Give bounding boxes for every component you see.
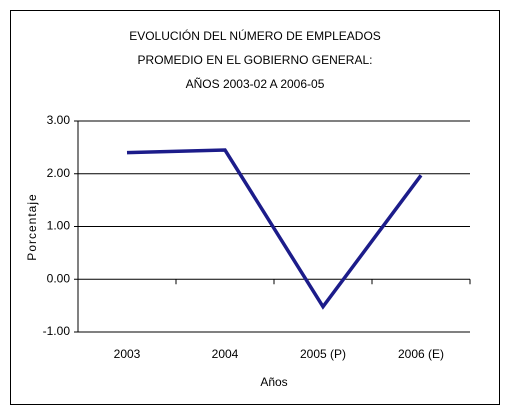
y-tick-label: 2.00: [47, 166, 71, 180]
chart-title: PROMEDIO EN EL GOBIERNO GENERAL:: [138, 53, 373, 67]
x-tick-label: 2005 (P): [300, 347, 346, 361]
chart-title: AÑOS 2003-02 A 2006-05: [186, 77, 325, 91]
x-tick-label: 2003: [114, 347, 141, 361]
x-tick-label: 2006 (E): [398, 347, 444, 361]
chart-border: [10, 10, 500, 405]
y-tick-label: 0.00: [47, 271, 71, 285]
y-tick-label: 1.00: [47, 219, 71, 233]
x-axis-label: Años: [260, 375, 287, 389]
chart-title: EVOLUCIÓN DEL NÚMERO DE EMPLEADOS: [129, 28, 381, 43]
y-tick-label: -1.00: [43, 324, 71, 338]
y-axis-label: Porcentaje: [25, 193, 39, 260]
y-tick-label: 3.00: [47, 113, 71, 127]
x-tick-label: 2004: [212, 347, 239, 361]
line: [126, 148, 423, 310]
